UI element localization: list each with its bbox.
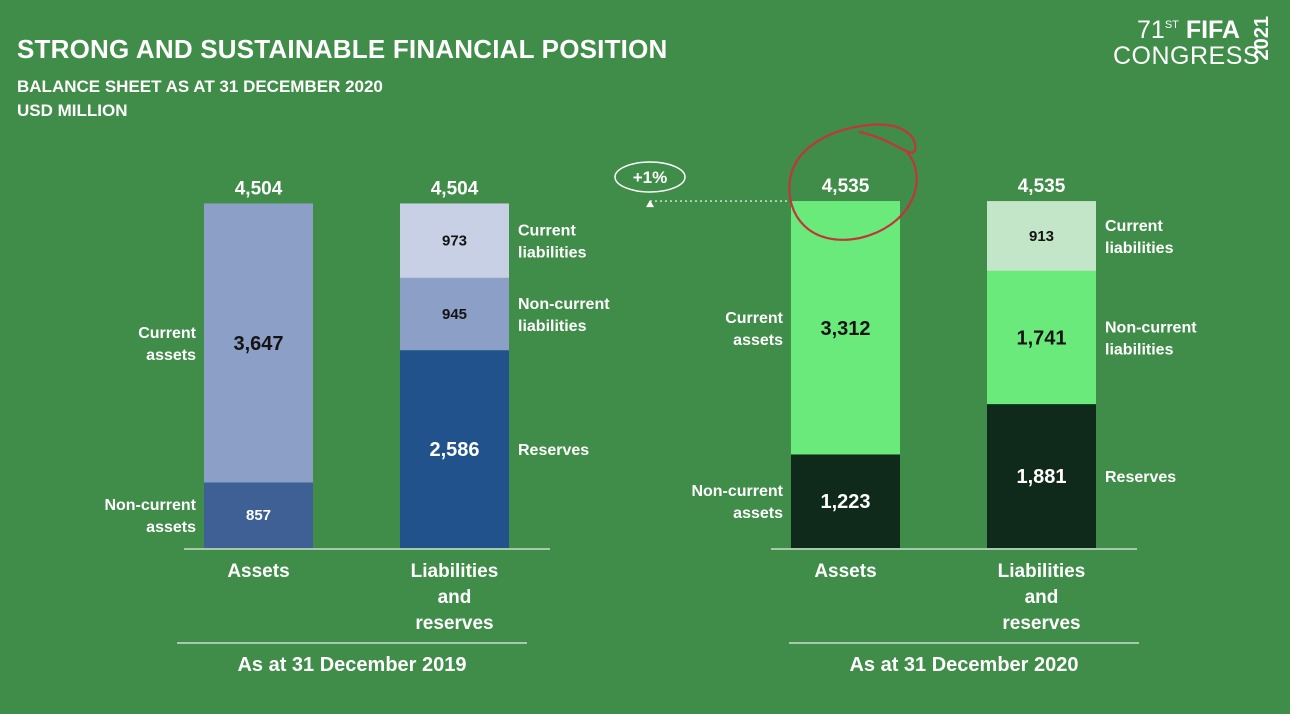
segment-label: Current	[138, 325, 196, 342]
bar-segment	[791, 454, 900, 548]
bar-segment	[400, 203, 509, 278]
segment-label: Non-current	[1105, 320, 1197, 337]
segment-label: Non-current	[104, 497, 196, 514]
bar-segment	[400, 277, 509, 351]
annotation-circle	[788, 123, 918, 241]
total-label: 4,504	[431, 178, 479, 199]
segment-label: assets	[733, 505, 783, 522]
category-label: reserves	[1002, 613, 1080, 634]
data-label: 1,881	[1016, 466, 1066, 488]
data-label: 973	[442, 233, 467, 250]
bar-segment	[400, 350, 509, 548]
data-label: 2,586	[429, 439, 479, 461]
logo-brand: FIFA	[1185, 16, 1240, 44]
total-label: 4,535	[1018, 176, 1066, 197]
segment-label: Current	[518, 223, 576, 240]
bar-segment	[204, 482, 313, 548]
segment-label: Current	[725, 310, 783, 327]
segment-label: Reserves	[1105, 469, 1176, 486]
logo-word: CONGRESS	[1113, 42, 1261, 70]
category-label: Assets	[814, 561, 876, 582]
data-label: 3,312	[820, 318, 870, 340]
growth-badge-label: +1%	[633, 168, 668, 187]
data-label: 857	[246, 507, 271, 524]
bar-segment	[987, 270, 1096, 405]
segment-label: assets	[733, 332, 783, 349]
category-label: and	[1025, 587, 1059, 608]
total-label: 4,504	[235, 178, 283, 199]
group-label: As at 31 December 2020	[849, 654, 1078, 676]
bar-segment	[791, 201, 900, 455]
category-label: reserves	[415, 613, 493, 634]
category-label: Liabilities	[998, 561, 1086, 582]
bar-segment	[987, 201, 1096, 271]
segment-label: liabilities	[518, 318, 587, 335]
unit-label: USD MILLION	[17, 101, 128, 120]
growth-badge	[614, 161, 686, 193]
segment-label: assets	[146, 347, 196, 364]
data-label: 1,223	[820, 491, 870, 513]
bar-segment	[987, 404, 1096, 548]
bar-segment	[204, 203, 313, 483]
total-label: 4,535	[822, 176, 870, 197]
segment-label: liabilities	[1105, 240, 1174, 257]
segment-label: liabilities	[1105, 342, 1174, 359]
data-label: 3,647	[233, 333, 283, 355]
category-label: Assets	[227, 561, 289, 582]
category-label: Liabilities	[411, 561, 499, 582]
logo-number: 71	[1137, 16, 1165, 44]
logo-line-1: 71ST FIFA	[1137, 16, 1240, 45]
segment-label: Non-current	[691, 483, 783, 500]
data-label: 1,741	[1016, 328, 1066, 350]
logo-suffix: ST	[1164, 19, 1179, 31]
segment-label: liabilities	[518, 245, 587, 262]
group-label: As at 31 December 2019	[237, 654, 466, 676]
fifa-congress-logo: 71ST FIFA CONGRESS 2021	[1110, 14, 1280, 74]
category-label: and	[438, 587, 472, 608]
segment-label: assets	[146, 519, 196, 536]
growth-arrow	[646, 200, 654, 208]
segment-label: Reserves	[518, 442, 589, 459]
data-label: 945	[442, 306, 467, 323]
data-label: 913	[1029, 228, 1054, 245]
segment-label: Non-current	[518, 296, 610, 313]
page-title: STRONG AND SUSTAINABLE FINANCIAL POSITIO…	[17, 34, 668, 64]
segment-label: Current	[1105, 218, 1163, 235]
page-subtitle: BALANCE SHEET AS AT 31 DECEMBER 2020	[17, 77, 383, 96]
